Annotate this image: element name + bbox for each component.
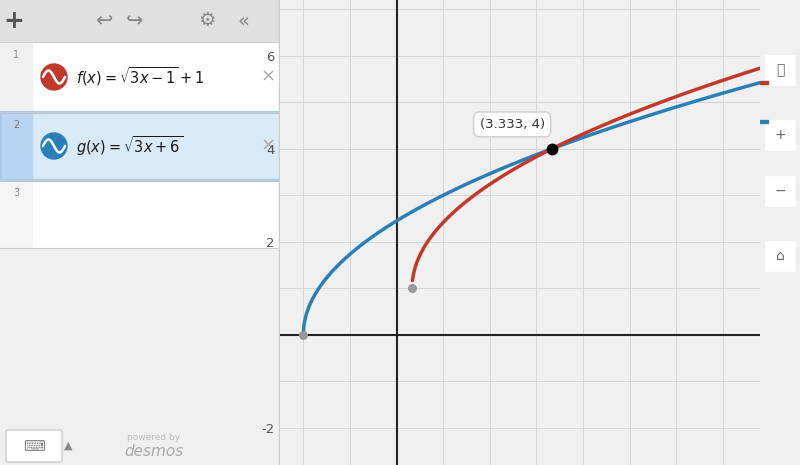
Text: ⌂: ⌂ <box>776 249 784 263</box>
Text: ×: × <box>261 137 275 155</box>
Bar <box>0 112 280 180</box>
FancyBboxPatch shape <box>6 430 62 462</box>
Bar <box>0 180 32 248</box>
Bar <box>0 0 280 42</box>
Bar <box>0 112 280 180</box>
Bar <box>0 42 32 112</box>
Text: 2: 2 <box>13 120 19 130</box>
Circle shape <box>41 64 67 90</box>
Bar <box>765 120 795 150</box>
Bar <box>765 176 795 206</box>
Text: powered by: powered by <box>127 432 181 441</box>
Text: «: « <box>238 12 250 31</box>
Bar <box>0 112 280 180</box>
Text: +: + <box>3 9 25 33</box>
Bar <box>765 241 795 271</box>
Text: desmos: desmos <box>124 444 184 458</box>
Text: ×: × <box>261 68 275 86</box>
Text: ⌨: ⌨ <box>23 438 45 453</box>
Circle shape <box>41 133 67 159</box>
Bar <box>0 112 32 180</box>
Bar <box>760 120 768 123</box>
Text: ⚙: ⚙ <box>198 12 216 31</box>
Bar <box>765 55 795 85</box>
Text: 1: 1 <box>13 50 19 60</box>
Text: $g(x) = \sqrt{3x+6}$: $g(x) = \sqrt{3x+6}$ <box>76 134 183 158</box>
Text: −: − <box>774 184 786 198</box>
Text: (3.333, 4): (3.333, 4) <box>480 118 545 131</box>
Text: $f(x) = \sqrt{3x-1}+1$: $f(x) = \sqrt{3x-1}+1$ <box>76 66 205 88</box>
Text: 3: 3 <box>13 188 19 198</box>
Text: ↩: ↩ <box>95 11 112 31</box>
Bar <box>0 42 280 112</box>
Bar <box>0 180 280 248</box>
Text: +: + <box>774 128 786 142</box>
Text: ↪: ↪ <box>126 11 143 31</box>
Text: ▲: ▲ <box>64 441 72 451</box>
Bar <box>760 81 768 84</box>
Text: 🔧: 🔧 <box>776 63 784 77</box>
